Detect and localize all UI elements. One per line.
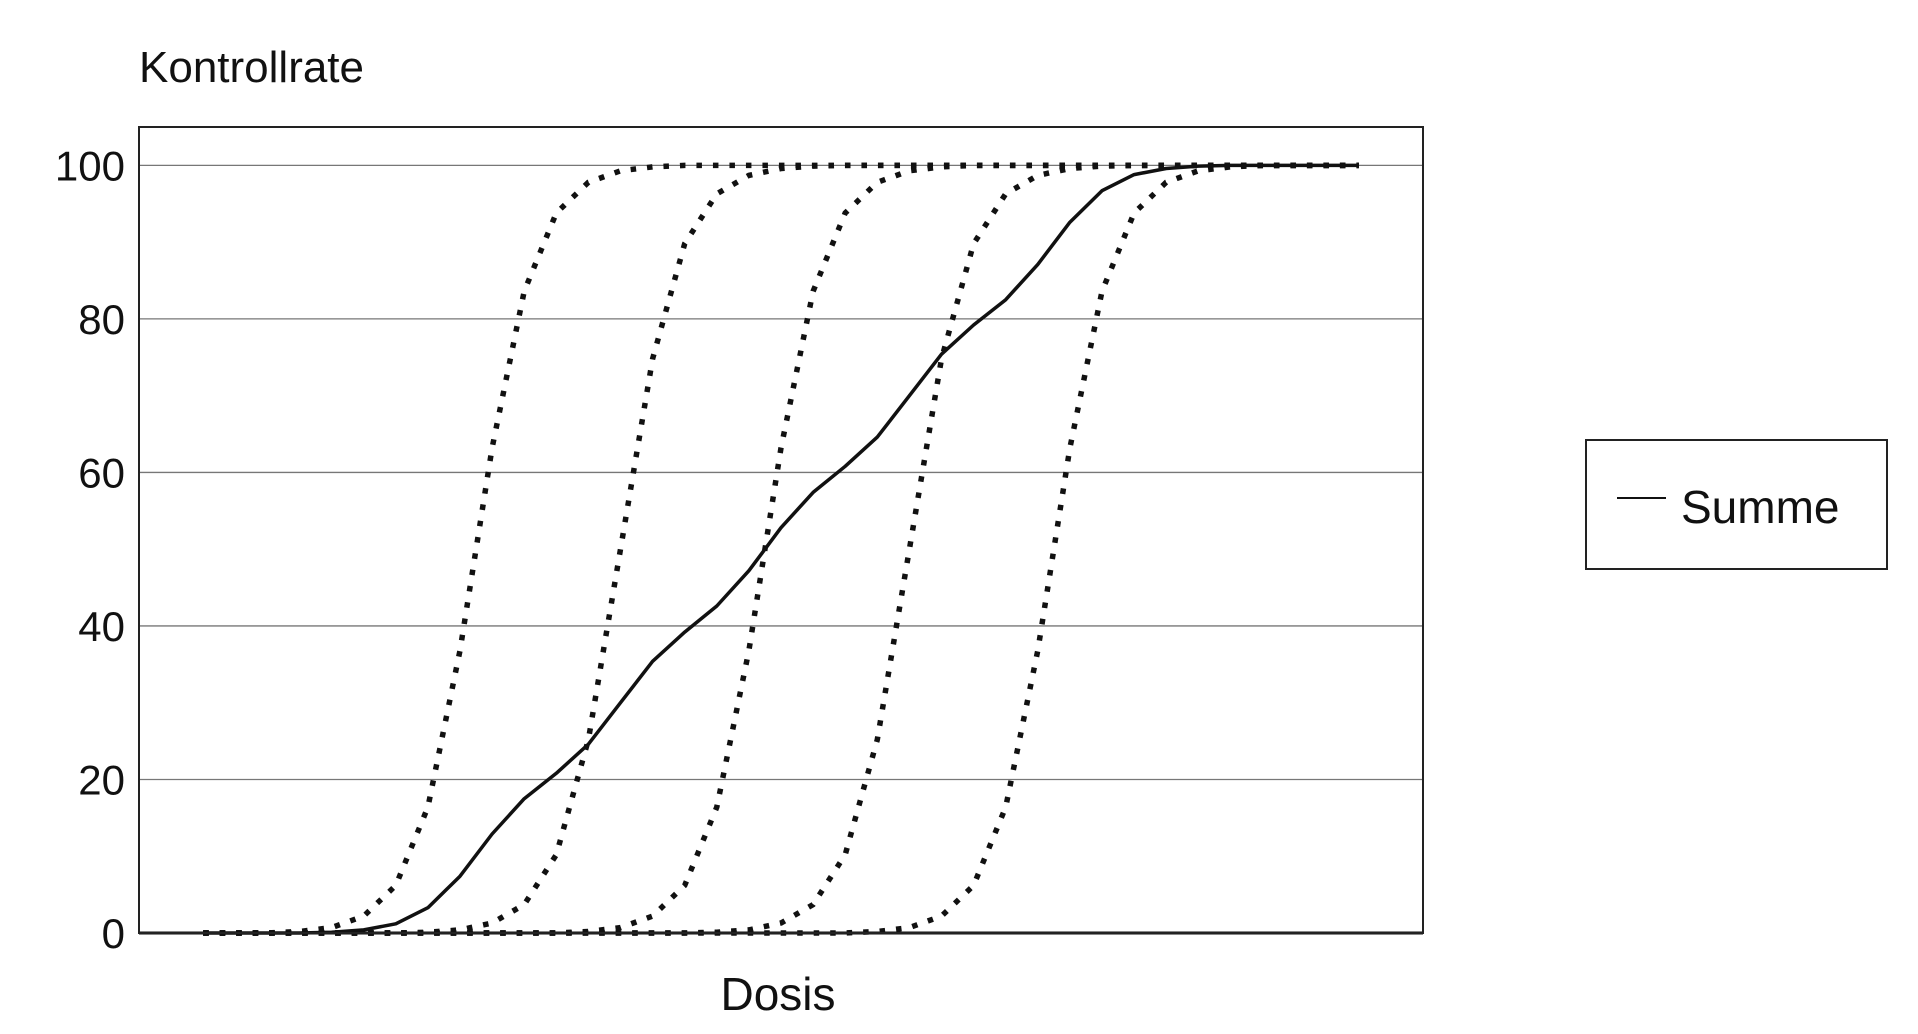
legend-box bbox=[1585, 439, 1888, 570]
series-line-dotted-4 bbox=[203, 162, 1359, 936]
y-tick-label: 100 bbox=[55, 142, 125, 189]
y-tick-label: 20 bbox=[78, 756, 125, 803]
y-tick-label: 40 bbox=[78, 603, 125, 650]
y-tick-label: 80 bbox=[78, 296, 125, 343]
series-line-dotted-1 bbox=[203, 162, 1359, 936]
legend: Summe bbox=[1585, 439, 1888, 570]
series-line-dotted-5 bbox=[203, 162, 1359, 936]
x-axis-label: Dosis bbox=[720, 968, 835, 1020]
series-line-dotted-3 bbox=[203, 162, 1359, 936]
series-line-dotted-2 bbox=[203, 162, 1359, 936]
series-lines bbox=[203, 162, 1359, 936]
y-tick-label: 0 bbox=[102, 910, 125, 957]
legend-label-summe: Summe bbox=[1681, 481, 1839, 533]
y-axis-label: Kontrollrate bbox=[139, 43, 364, 92]
y-tick-labels: 0 20 40 60 80 100 bbox=[55, 142, 125, 957]
plot-frame bbox=[138, 126, 1424, 934]
gridlines bbox=[139, 164, 1423, 935]
series-line-summe bbox=[203, 163, 1359, 935]
y-tick-label: 60 bbox=[78, 449, 125, 496]
